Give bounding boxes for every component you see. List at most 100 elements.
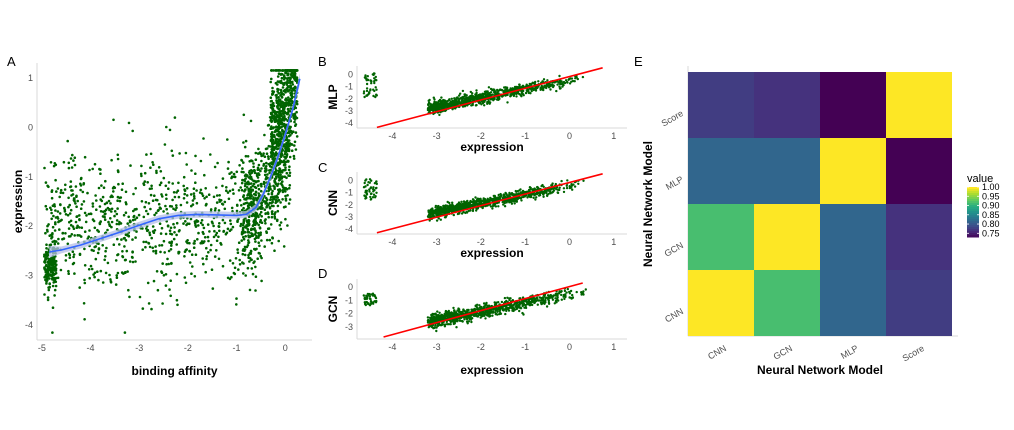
data-point bbox=[236, 248, 239, 251]
data-point bbox=[49, 161, 53, 164]
data-point bbox=[255, 222, 259, 225]
data-point bbox=[522, 195, 525, 199]
data-point bbox=[207, 251, 210, 254]
data-point bbox=[101, 244, 104, 247]
data-point bbox=[205, 257, 208, 261]
data-point bbox=[227, 160, 230, 164]
data-point bbox=[69, 185, 73, 188]
data-point bbox=[254, 275, 258, 279]
data-point bbox=[252, 196, 255, 199]
data-point bbox=[275, 153, 278, 156]
data-point bbox=[118, 243, 121, 246]
x-tick-label: 1 bbox=[611, 237, 616, 247]
data-point bbox=[235, 209, 239, 213]
data-point bbox=[64, 213, 68, 216]
data-point bbox=[156, 288, 160, 292]
data-point bbox=[171, 154, 175, 157]
data-point bbox=[50, 208, 53, 212]
data-point bbox=[292, 69, 296, 72]
data-point bbox=[149, 166, 152, 169]
data-point bbox=[562, 190, 566, 194]
data-point bbox=[255, 172, 259, 175]
data-point bbox=[256, 168, 260, 171]
data-point bbox=[460, 207, 464, 210]
data-point bbox=[157, 202, 161, 206]
data-point bbox=[49, 262, 53, 266]
data-point bbox=[465, 317, 469, 320]
data-point bbox=[242, 141, 245, 144]
data-point bbox=[252, 203, 256, 206]
data-point bbox=[81, 190, 85, 194]
data-point bbox=[61, 237, 64, 241]
data-point bbox=[46, 298, 50, 302]
data-point bbox=[521, 92, 524, 96]
data-point bbox=[112, 190, 115, 193]
data-point bbox=[477, 101, 481, 105]
data-point bbox=[209, 153, 212, 156]
data-point bbox=[428, 109, 431, 113]
data-point bbox=[262, 200, 266, 203]
data-point bbox=[99, 172, 102, 175]
data-point bbox=[166, 224, 170, 227]
data-point bbox=[279, 182, 283, 185]
data-point bbox=[232, 192, 235, 195]
data-point bbox=[510, 202, 514, 205]
data-point bbox=[475, 103, 478, 107]
data-point bbox=[72, 255, 75, 259]
data-point bbox=[211, 222, 214, 225]
data-point bbox=[172, 222, 175, 226]
data-point bbox=[92, 273, 95, 276]
data-point bbox=[552, 189, 556, 192]
data-point bbox=[76, 199, 79, 203]
data-point bbox=[365, 87, 369, 90]
point-layer bbox=[362, 287, 587, 333]
data-point bbox=[109, 195, 112, 199]
data-point bbox=[279, 88, 283, 92]
data-point bbox=[97, 278, 100, 282]
data-point bbox=[51, 269, 55, 272]
data-point bbox=[264, 165, 268, 168]
data-point bbox=[46, 296, 50, 299]
data-point bbox=[69, 235, 72, 238]
data-point bbox=[259, 210, 263, 214]
data-point bbox=[430, 209, 433, 212]
data-point bbox=[272, 160, 275, 163]
data-point bbox=[190, 169, 193, 172]
data-point bbox=[282, 112, 285, 116]
data-point bbox=[49, 243, 53, 246]
data-point bbox=[185, 201, 189, 204]
data-point bbox=[451, 201, 454, 204]
data-point bbox=[278, 157, 281, 161]
data-point bbox=[257, 147, 260, 151]
data-point bbox=[145, 153, 148, 156]
data-point bbox=[244, 177, 247, 180]
data-point bbox=[438, 206, 441, 209]
data-point bbox=[91, 202, 95, 205]
data-point bbox=[45, 207, 49, 211]
y-tick-label: -3 bbox=[345, 322, 353, 332]
y-tick-label: -1 bbox=[345, 82, 353, 92]
data-point bbox=[533, 301, 536, 305]
data-point bbox=[556, 296, 559, 299]
y-axis-title: expression bbox=[11, 170, 25, 233]
data-point bbox=[486, 197, 489, 200]
data-point bbox=[118, 199, 122, 203]
data-point bbox=[506, 93, 509, 97]
data-point bbox=[468, 201, 471, 204]
data-point bbox=[539, 87, 542, 90]
data-point bbox=[124, 211, 128, 214]
data-point bbox=[162, 239, 166, 243]
data-point bbox=[504, 191, 507, 195]
data-point bbox=[486, 304, 489, 307]
data-point bbox=[128, 295, 131, 299]
data-point bbox=[468, 98, 471, 102]
data-point bbox=[99, 210, 103, 213]
data-point bbox=[147, 302, 151, 305]
data-point bbox=[365, 82, 369, 86]
data-point bbox=[564, 295, 567, 299]
data-point bbox=[427, 214, 430, 217]
data-point bbox=[131, 238, 134, 241]
data-point bbox=[363, 76, 367, 79]
data-point bbox=[137, 213, 141, 217]
data-point bbox=[264, 170, 267, 173]
